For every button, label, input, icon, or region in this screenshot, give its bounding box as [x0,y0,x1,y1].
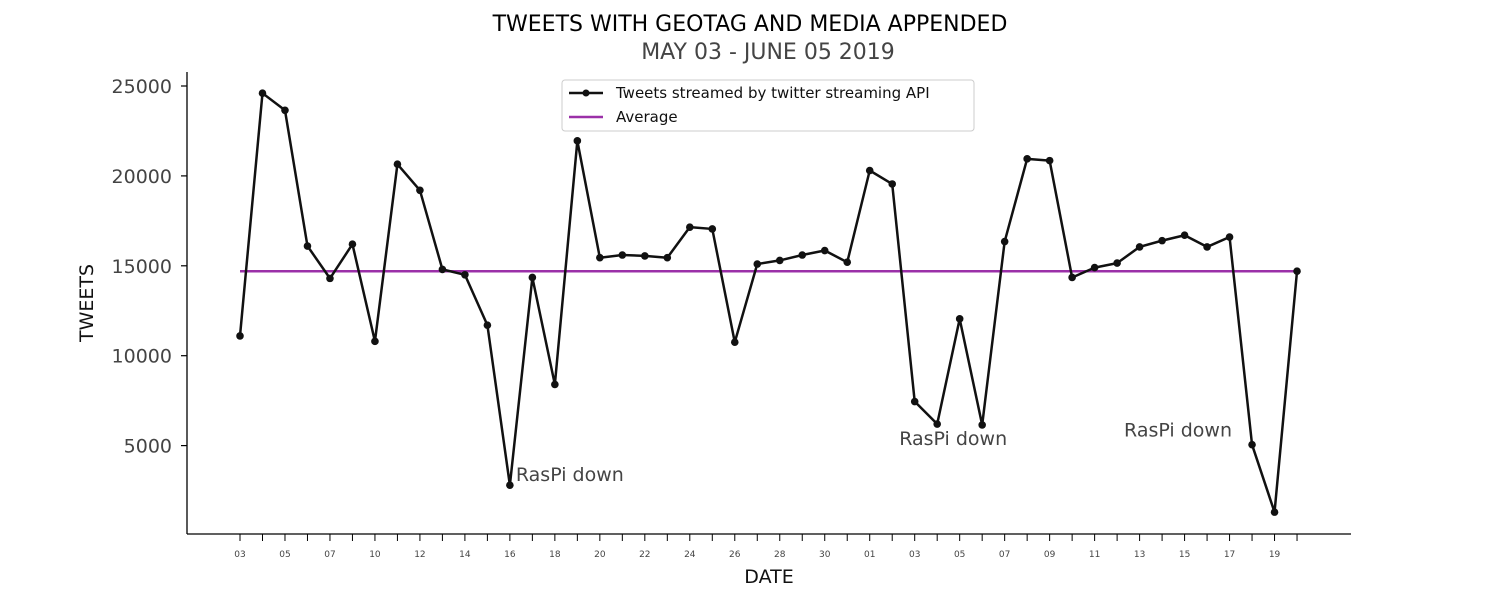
tweets-point [663,253,672,262]
x-tick-label: 01 [864,550,875,560]
tweets-point [281,106,289,115]
tweets-point [1293,267,1301,275]
tweets-point [933,420,941,428]
x-tick-label: 03 [234,550,245,560]
tweets-point [1023,155,1031,163]
tweets-point [1180,231,1189,240]
tweets-point [730,338,739,347]
legend-label-tweets: Tweets streamed by twitter streaming API [615,84,930,102]
tweets-point [753,260,762,268]
x-tick-label: 17 [1224,550,1235,560]
x-tick-label: 28 [774,550,786,560]
tweets-line [238,91,1299,514]
y-tick-label: 10000 [112,346,172,368]
x-ticks: 03 05 07 10 12 14 16 18 20 22 24 26 28 30 01 03 05 07 09 11… [234,534,1298,560]
x-tick-label: 03 [909,550,920,560]
tweets-point [461,270,469,279]
annotation-layer: RasPi down RasPi down RasPi down [516,420,1232,486]
x-tick-label: 05 [954,550,965,560]
annotation-raspi-down: RasPi down [516,464,624,486]
x-tick-label: 09 [1044,550,1056,560]
tweets-point [1270,508,1279,516]
tweets-point [506,481,514,489]
tweets-point [551,380,559,389]
tweets-point [438,265,447,274]
tweets-point [1248,440,1256,449]
series-layer [236,89,1301,516]
y-ticks: 5000 10000 15000 20000 25000 [112,76,187,458]
y-tick-label: 25000 [112,76,172,98]
tweets-point [596,253,604,262]
tweets-point [618,251,627,259]
tweets-point [1135,243,1144,251]
annotation-raspi-down: RasPi down [1124,420,1232,442]
x-tick-label: 22 [639,550,650,560]
tweets-point [348,240,357,249]
tweets-point [820,246,829,255]
x-tick-label: 20 [594,550,606,560]
x-tick-label: 14 [459,550,471,560]
tweets-point [1158,236,1166,245]
tweets-point [978,421,986,429]
legend: Tweets streamed by twitter streaming API… [561,79,975,132]
x-tick-label: 11 [1089,550,1100,560]
tweets-point [1068,273,1076,282]
tweets-point [1203,243,1211,251]
x-axis-label: DATE [744,566,793,588]
tweets-point [326,274,334,283]
tweets-point [1090,263,1099,272]
x-tick-label: 12 [414,550,425,560]
tweets-point [303,242,312,250]
tweets-point [1225,233,1234,241]
tweets-point [528,273,537,282]
tweets-point [910,397,919,406]
x-tick-label: 05 [279,550,290,560]
tweets-point [483,321,492,329]
tweets-point [371,337,379,346]
chart-title: TWEETS WITH GEOTAG AND MEDIA APPENDED [492,12,1008,37]
x-tick-label: 07 [999,550,1010,560]
tweets-point [888,180,897,188]
tweets-point [1113,259,1121,267]
tweets-point [1045,156,1054,165]
tweets-point [775,256,784,265]
x-tick-label: 19 [1269,550,1281,560]
annotation-raspi-down: RasPi down [899,428,1007,450]
y-tick-label: 5000 [124,436,172,458]
legend-label-average: Average [616,108,678,126]
tweets-point [258,89,267,97]
legend-marker-tweets [582,89,590,97]
x-tick-label: 24 [684,550,696,560]
x-tick-label: 10 [369,550,381,560]
x-tick-label: 30 [819,550,831,560]
tweets-point [798,251,807,259]
legend-box [561,79,975,132]
y-tick-label: 20000 [112,166,172,188]
x-tick-label: 16 [504,550,516,560]
x-tick-label: 18 [549,550,561,560]
tweets-point [686,223,694,231]
tweets-point [416,186,424,195]
tweets-point [573,137,582,145]
x-tick-label: 26 [729,550,741,560]
x-tick-label: 07 [324,550,335,560]
tweets-point [236,332,244,340]
x-tick-label: 15 [1179,550,1190,560]
chart-subtitle: MAY 03 - JUNE 05 2019 [641,40,895,65]
tweets-point [708,225,717,233]
tweets-point [955,315,964,323]
tweets-point [641,252,649,260]
y-axis-label: TWEETS [76,264,98,343]
tweets-point [393,160,402,169]
tweets-point [865,166,874,175]
tweets-point [843,258,852,267]
y-tick-label: 15000 [112,256,172,278]
x-tick-label: 13 [1134,550,1145,560]
tweets-point [1000,237,1009,246]
